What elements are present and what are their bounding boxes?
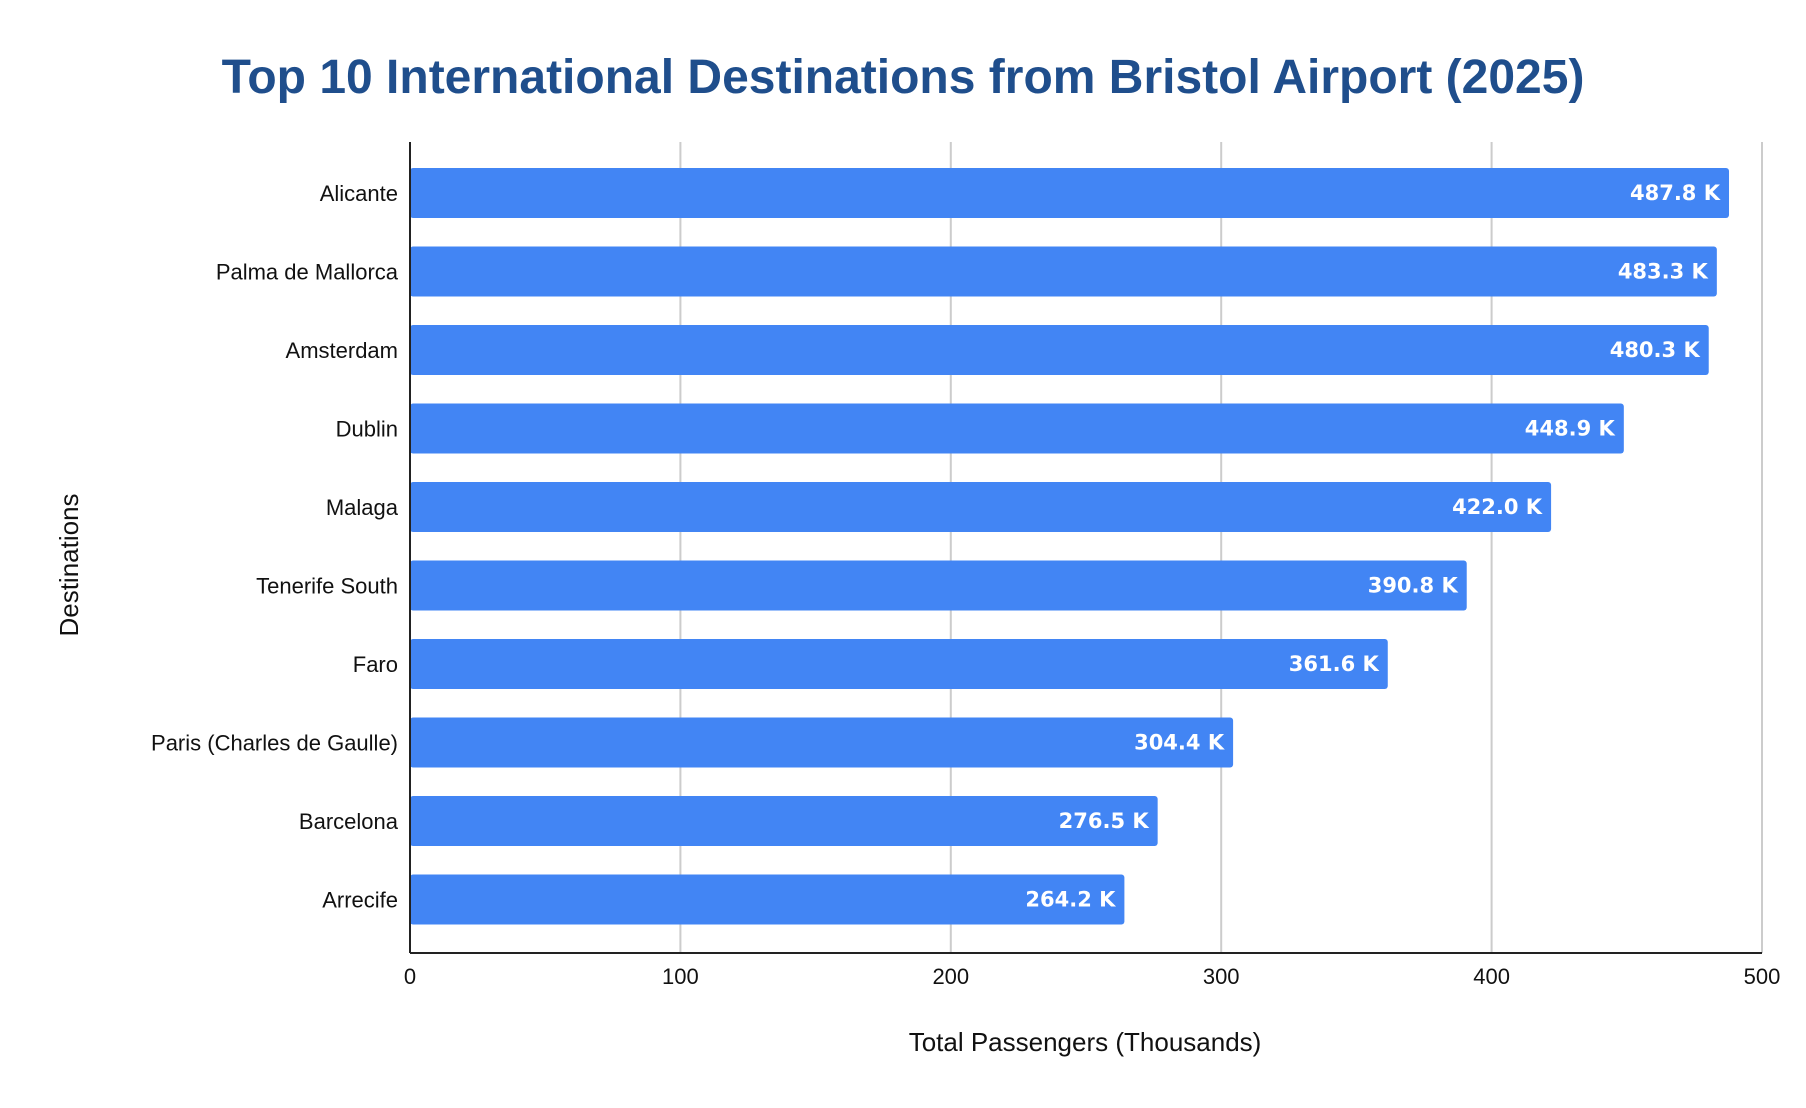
x-tick-label: 300 bbox=[1203, 964, 1240, 989]
bar bbox=[410, 403, 1624, 454]
bar bbox=[410, 874, 1125, 925]
category-label: Amsterdam bbox=[286, 338, 398, 363]
bar bbox=[410, 717, 1234, 768]
x-tick-label: 100 bbox=[662, 964, 699, 989]
bar bbox=[410, 560, 1467, 611]
labels: 0 100 200 300 400 500 Alicante 487.8 K Palma de … bbox=[151, 181, 1780, 989]
bar bbox=[410, 796, 1158, 846]
data-label: 276.5 K bbox=[1059, 809, 1150, 833]
data-label: 487.8 K bbox=[1630, 181, 1721, 205]
chart-title: Top 10 International Destinations from B… bbox=[222, 51, 1585, 104]
bars bbox=[410, 168, 1730, 925]
x-axis-title: Total Passengers (Thousands) bbox=[909, 1027, 1262, 1057]
category-label: Arrecife bbox=[322, 888, 398, 913]
x-tick-label: 200 bbox=[932, 964, 969, 989]
data-label: 264.2 K bbox=[1025, 888, 1116, 912]
bar bbox=[410, 246, 1717, 297]
data-label: 480.3 K bbox=[1610, 338, 1701, 362]
data-label: 361.6 K bbox=[1289, 652, 1380, 676]
category-label: Dublin bbox=[336, 417, 398, 442]
x-tick-label: 500 bbox=[1744, 964, 1781, 989]
category-label: Palma de Mallorca bbox=[216, 260, 399, 285]
bar bbox=[410, 482, 1552, 532]
bar bbox=[410, 639, 1388, 689]
category-label: Alicante bbox=[320, 181, 398, 206]
x-tick-label: 400 bbox=[1473, 964, 1510, 989]
x-tick-label: 0 bbox=[404, 964, 416, 989]
data-label: 390.8 K bbox=[1368, 574, 1459, 598]
category-label: Malaga bbox=[326, 495, 399, 520]
axes bbox=[409, 142, 1762, 954]
category-label: Tenerife South bbox=[256, 574, 398, 599]
data-label: 422.0 K bbox=[1452, 495, 1543, 519]
bar bbox=[410, 168, 1730, 218]
data-label: 448.9 K bbox=[1525, 417, 1616, 441]
data-label: 304.4 K bbox=[1134, 731, 1225, 755]
data-label: 483.3 K bbox=[1618, 260, 1709, 284]
category-label: Faro bbox=[353, 652, 398, 677]
y-axis-title: Destinations bbox=[54, 493, 84, 636]
category-label: Barcelona bbox=[299, 809, 399, 834]
bar bbox=[410, 325, 1709, 375]
category-label: Paris (Charles de Gaulle) bbox=[151, 731, 398, 756]
